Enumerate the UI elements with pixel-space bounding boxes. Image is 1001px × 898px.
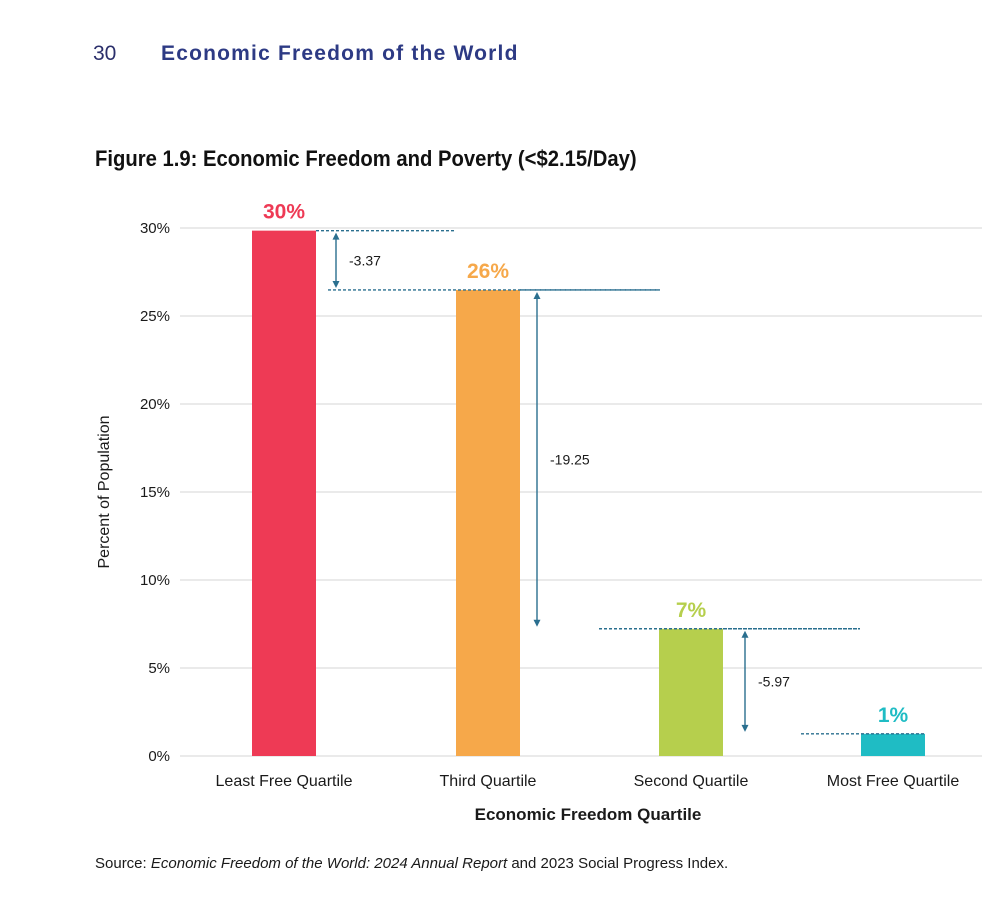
difference-arrowhead-down — [333, 281, 340, 288]
bar-value-label: 30% — [263, 201, 305, 224]
difference-label: -3.37 — [349, 252, 381, 268]
difference-arrowhead-up — [742, 631, 749, 638]
x-axis-title: Economic Freedom Quartile — [475, 805, 702, 824]
difference-label: -5.97 — [758, 673, 790, 689]
x-tick-label: Most Free Quartile — [827, 773, 960, 790]
bar — [861, 734, 925, 756]
y-tick-label: 10% — [140, 572, 170, 589]
y-tick-label: 0% — [148, 748, 170, 765]
difference-arrowhead-up — [534, 292, 541, 299]
bar-value-label: 26% — [467, 260, 509, 283]
bar — [659, 629, 723, 756]
difference-arrowhead-down — [534, 620, 541, 627]
source-note: Source: Economic Freedom of the World: 2… — [95, 855, 728, 872]
y-tick-label: 30% — [140, 220, 170, 237]
source-suffix: and 2023 Social Progress Index. — [507, 855, 728, 872]
bar-value-label: 1% — [878, 704, 909, 727]
difference-arrowhead-down — [742, 725, 749, 732]
source-prefix: Source: — [95, 855, 151, 872]
bar-chart: 0% 5% 10% 15% 20% 25% 30% Percent of Population… — [0, 0, 1001, 898]
x-tick-label: Second Quartile — [634, 773, 749, 790]
x-tick-label: Least Free Quartile — [216, 773, 353, 790]
source-title: Economic Freedom of the World: 2024 Annu… — [151, 855, 507, 872]
bar-value-label: 7% — [676, 599, 707, 622]
y-tick-label: 25% — [140, 308, 170, 325]
bar — [252, 231, 316, 756]
y-axis-title: Percent of Population — [96, 416, 113, 569]
x-tick-label: Third Quartile — [440, 773, 537, 790]
difference-arrowhead-up — [333, 233, 340, 240]
y-tick-label: 5% — [148, 660, 170, 677]
y-tick-label: 20% — [140, 396, 170, 413]
y-tick-label: 15% — [140, 484, 170, 501]
difference-label: -19.25 — [550, 451, 590, 467]
bar — [456, 290, 520, 756]
